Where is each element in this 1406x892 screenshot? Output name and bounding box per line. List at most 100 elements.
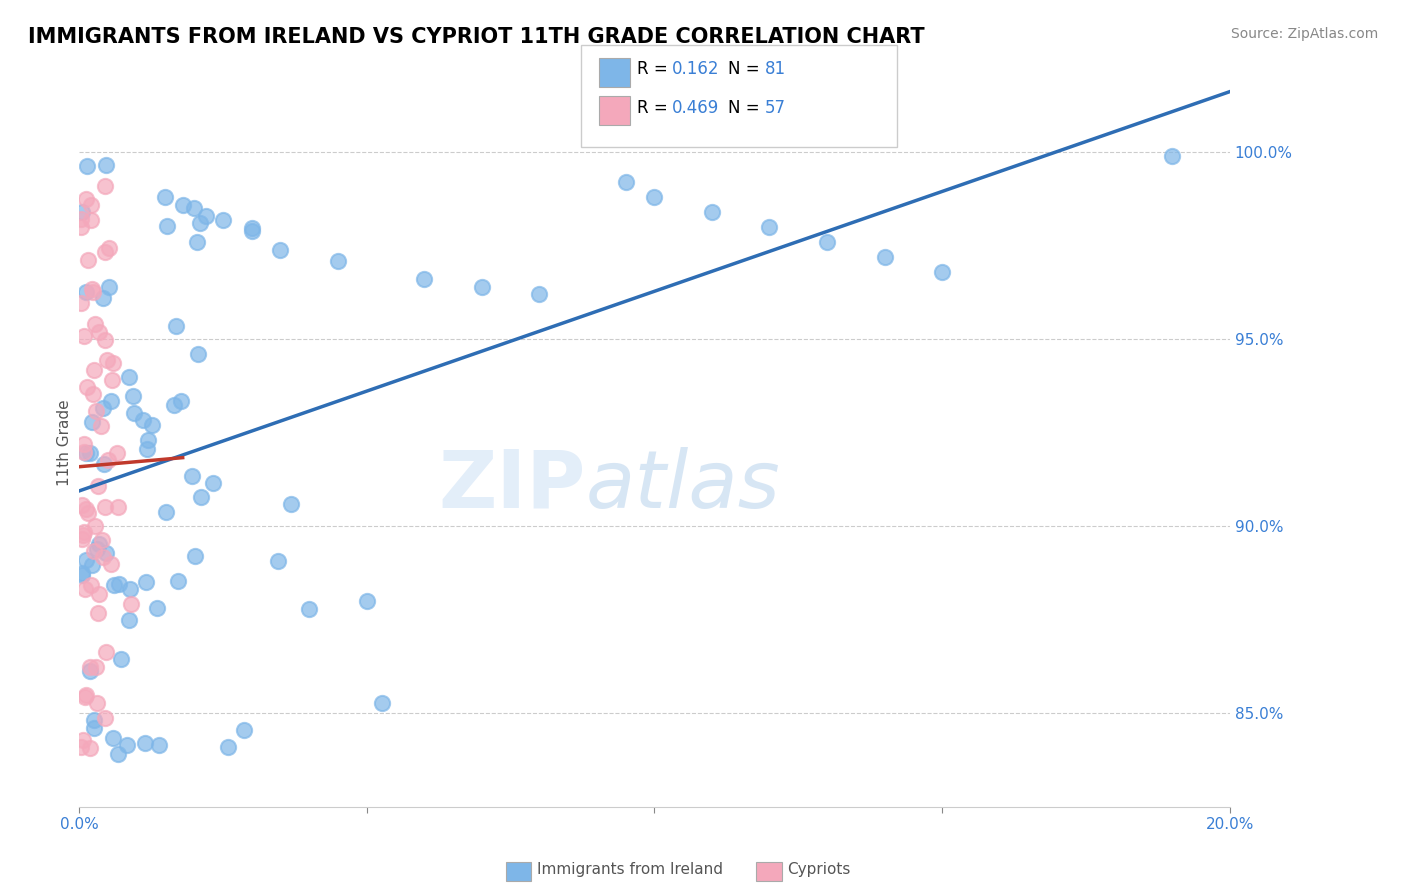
- Point: [70, 532, 93, 546]
- Point: [83, 714, 105, 728]
- Point: [83, 317, 105, 331]
- Point: [643, 190, 665, 204]
- Point: [136, 442, 159, 456]
- Point: [75, 501, 97, 516]
- Point: [170, 393, 193, 408]
- Point: [186, 235, 208, 250]
- Text: 81: 81: [765, 60, 786, 78]
- Point: [82, 387, 104, 401]
- Point: [107, 747, 129, 761]
- Point: [98, 241, 121, 255]
- Point: [72, 528, 94, 542]
- Point: [86, 660, 108, 674]
- Point: [269, 243, 291, 257]
- Point: [163, 398, 186, 412]
- Point: [184, 549, 207, 563]
- Point: [80, 282, 103, 296]
- Point: [83, 721, 105, 735]
- Point: [70, 568, 93, 582]
- Point: [148, 738, 170, 752]
- Point: [79, 665, 101, 679]
- Y-axis label: 11th Grade: 11th Grade: [58, 399, 72, 485]
- Point: [188, 216, 211, 230]
- Point: [97, 453, 120, 467]
- Point: [194, 209, 217, 223]
- Point: [118, 582, 141, 596]
- Point: [87, 537, 110, 551]
- Point: [93, 401, 115, 415]
- Point: [79, 445, 101, 459]
- Point: [83, 518, 105, 533]
- Point: [80, 578, 103, 592]
- Point: [873, 250, 896, 264]
- Point: [73, 582, 96, 597]
- Point: [217, 739, 239, 754]
- Text: 0.469: 0.469: [672, 99, 720, 117]
- Point: [101, 355, 124, 369]
- Point: [212, 212, 235, 227]
- Point: [70, 296, 93, 310]
- Text: 0.162: 0.162: [672, 60, 720, 78]
- Point: [103, 577, 125, 591]
- Point: [89, 326, 111, 340]
- Point: [155, 190, 177, 204]
- Point: [86, 542, 108, 557]
- Point: [94, 645, 117, 659]
- Point: [94, 179, 117, 194]
- Point: [70, 739, 93, 754]
- Point: [94, 500, 117, 515]
- Point: [100, 558, 122, 572]
- Point: [138, 433, 160, 447]
- Point: [73, 524, 96, 539]
- Point: [87, 587, 110, 601]
- Point: [156, 219, 179, 234]
- Point: [118, 613, 141, 627]
- Point: [79, 660, 101, 674]
- Point: [86, 696, 108, 710]
- Point: [72, 566, 94, 580]
- Point: [1161, 149, 1184, 163]
- Point: [75, 446, 97, 460]
- Point: [86, 479, 108, 493]
- Point: [76, 252, 98, 267]
- Point: [187, 347, 209, 361]
- Point: [80, 415, 103, 429]
- Point: [83, 363, 105, 377]
- Point: [280, 498, 302, 512]
- Point: [100, 393, 122, 408]
- Point: [141, 418, 163, 433]
- Point: [76, 160, 98, 174]
- Point: [134, 575, 156, 590]
- Point: [326, 253, 349, 268]
- Point: [70, 205, 93, 219]
- Point: [202, 475, 225, 490]
- Point: [75, 688, 97, 702]
- Point: [75, 285, 97, 299]
- Point: [107, 445, 129, 459]
- Text: atlas: atlas: [585, 447, 780, 525]
- Point: [73, 690, 96, 705]
- Point: [90, 418, 112, 433]
- Text: R =: R =: [637, 99, 673, 117]
- Point: [96, 353, 118, 368]
- Point: [371, 696, 394, 710]
- Point: [471, 280, 494, 294]
- Point: [190, 491, 212, 505]
- Point: [115, 739, 138, 753]
- Point: [166, 574, 188, 588]
- Point: [614, 175, 637, 189]
- Point: [82, 285, 104, 300]
- Point: [84, 404, 107, 418]
- Point: [118, 369, 141, 384]
- Text: 57: 57: [765, 99, 786, 117]
- Point: [87, 606, 110, 620]
- Text: N =: N =: [728, 99, 765, 117]
- Point: [815, 235, 838, 249]
- Point: [70, 212, 93, 227]
- Point: [91, 549, 114, 564]
- Point: [70, 220, 93, 235]
- Point: [93, 457, 115, 471]
- Point: [98, 280, 121, 294]
- Point: [75, 553, 97, 567]
- Text: R =: R =: [637, 60, 673, 78]
